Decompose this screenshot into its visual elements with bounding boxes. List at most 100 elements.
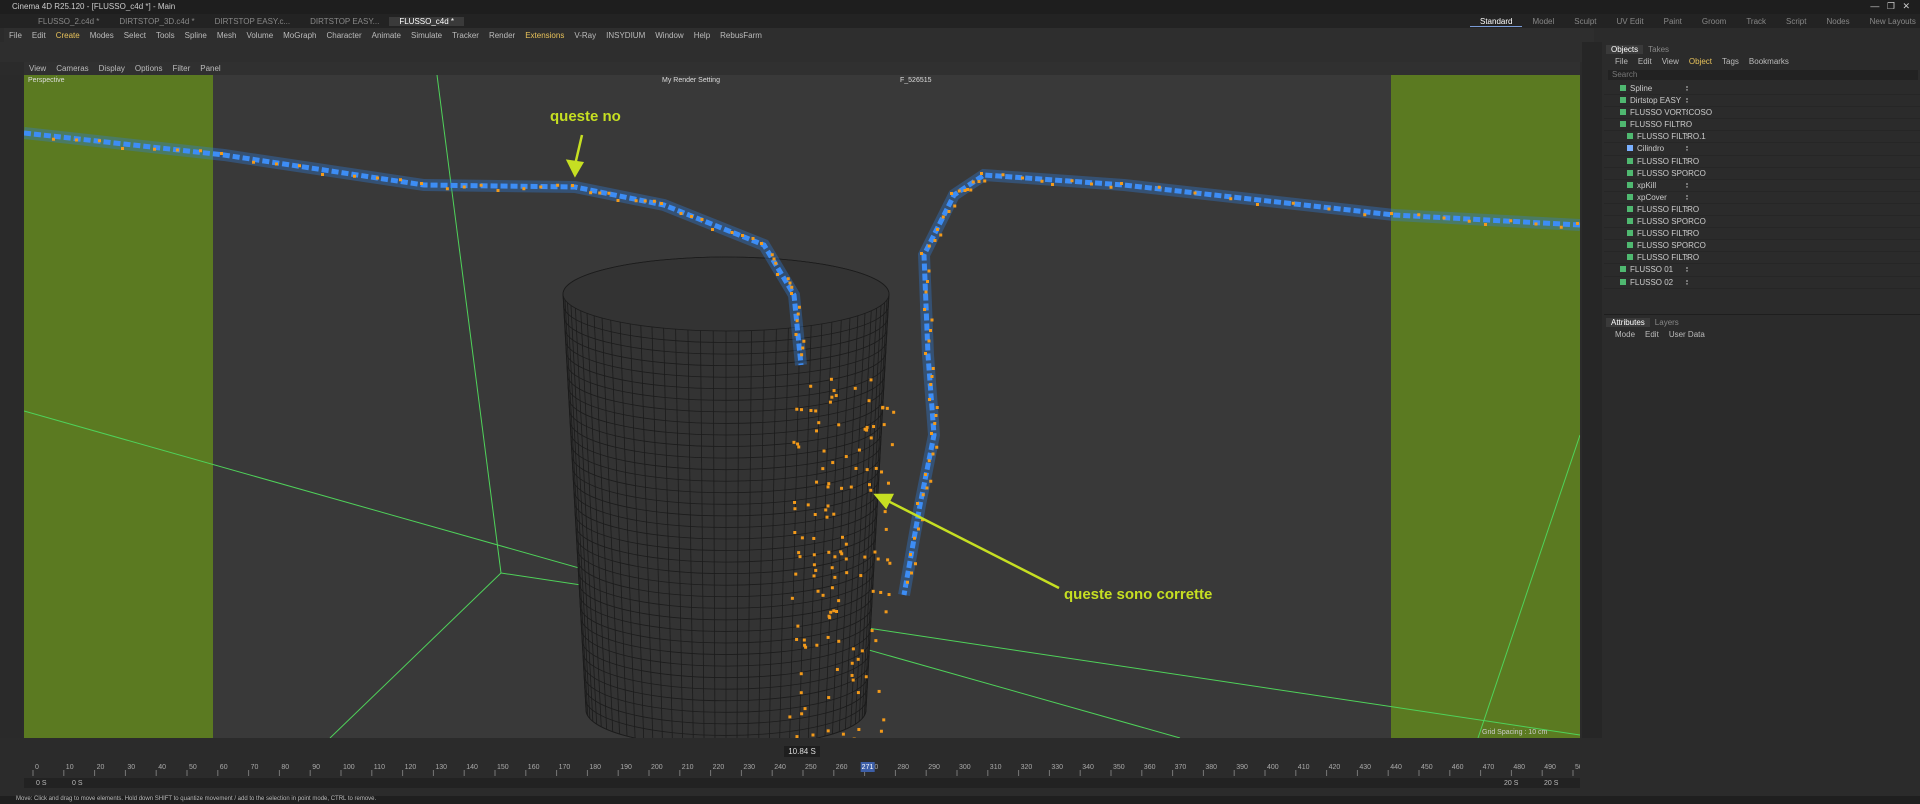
panel-menu-item[interactable]: Tags xyxy=(1722,57,1739,66)
layout-tab[interactable]: Nodes xyxy=(1826,17,1850,26)
object-row[interactable]: FLUSSO FILTRO.1 xyxy=(1604,131,1920,144)
layout-tab[interactable]: Track xyxy=(1746,17,1767,26)
panel-tab[interactable]: Objects xyxy=(1606,45,1644,54)
visibility[interactable] xyxy=(1686,267,1700,273)
viewport[interactable]: Perspective My Render Setting F_526515 G… xyxy=(24,75,1580,738)
visibility[interactable] xyxy=(1686,170,1700,176)
visibility[interactable] xyxy=(1686,134,1700,140)
menu-item[interactable]: Create xyxy=(55,30,80,40)
menu-item[interactable]: RebusFarm xyxy=(720,30,762,40)
viewport-menu-item[interactable]: Filter xyxy=(172,64,191,73)
object-name[interactable]: FLUSSO SPORCO xyxy=(1637,168,1706,178)
time-field[interactable]: 10.84 S xyxy=(784,746,820,757)
menu-item[interactable]: Mesh xyxy=(216,30,237,40)
panel-menu-item[interactable]: Mode xyxy=(1615,330,1636,339)
object-row[interactable]: xpCover xyxy=(1604,192,1920,204)
object-name[interactable]: FLUSSO FILTRO xyxy=(1637,156,1700,166)
panel-menu-item[interactable]: Edit xyxy=(1645,330,1659,339)
object-name[interactable]: FLUSSO SPORCO xyxy=(1637,241,1706,251)
visibility[interactable] xyxy=(1686,86,1700,91)
file-tab[interactable]: DIRTSTOP_3D.c4d * xyxy=(119,17,195,26)
layout-tab[interactable]: Sculpt xyxy=(1574,17,1597,26)
layout-tab[interactable]: Script xyxy=(1786,17,1807,26)
menu-item[interactable]: Select xyxy=(123,30,146,40)
menu-item[interactable]: MoGraph xyxy=(283,30,317,40)
file-tab[interactable]: FLUSSO_c4d * xyxy=(389,17,465,26)
object-name[interactable]: Dirtstop EASY xyxy=(1630,96,1682,106)
visibility[interactable] xyxy=(1686,122,1700,128)
viewport-menu-item[interactable]: Display xyxy=(98,64,125,73)
object-name[interactable]: FLUSSO FILTRO xyxy=(1637,229,1700,239)
menu-item[interactable]: INSYDIUM xyxy=(606,30,646,40)
panel-menu-item[interactable]: Edit xyxy=(1637,57,1652,66)
visibility[interactable] xyxy=(1686,255,1700,261)
menu-item[interactable]: Render xyxy=(488,30,516,40)
object-name[interactable]: xpKill xyxy=(1637,180,1657,190)
object-name[interactable]: FLUSSO FILTRO xyxy=(1637,253,1700,263)
object-name[interactable]: FLUSSO 01 xyxy=(1630,265,1674,275)
layout-tab[interactable]: New Layouts xyxy=(1869,17,1916,26)
object-name[interactable]: FLUSSO SPORCO xyxy=(1637,217,1706,227)
panel-menu-item[interactable]: Object xyxy=(1688,57,1713,66)
viewport-menu-item[interactable]: Cameras xyxy=(56,64,89,73)
viewport-menu-item[interactable]: Panel xyxy=(200,64,221,73)
object-row[interactable]: FLUSSO FILTRO xyxy=(1604,252,1920,265)
menu-item[interactable]: Tracker xyxy=(452,30,479,40)
visibility[interactable] xyxy=(1686,219,1700,225)
object-row[interactable]: FLUSSO SPORCO xyxy=(1604,240,1920,253)
file-tab[interactable]: DIRTSTOP EASY.c... xyxy=(214,17,291,26)
object-row[interactable]: FLUSSO FILTRO xyxy=(1604,156,1920,168)
panel-tab[interactable]: Layers xyxy=(1654,318,1679,327)
menu-item[interactable]: Animate xyxy=(371,30,401,40)
object-name[interactable]: FLUSSO VORTICOSO xyxy=(1630,108,1713,118)
visibility[interactable] xyxy=(1686,206,1700,212)
menu-item[interactable]: Edit xyxy=(31,30,46,40)
visibility[interactable] xyxy=(1686,243,1700,249)
visibility[interactable] xyxy=(1686,231,1700,237)
menu-item[interactable]: Modes xyxy=(89,30,114,40)
object-name[interactable]: FLUSSO FILTRO.1 xyxy=(1637,132,1706,142)
layout-tab[interactable]: Groom xyxy=(1701,17,1727,26)
layout-tab[interactable]: Standard xyxy=(1470,17,1523,27)
window-controls[interactable]: — ❐ ✕ xyxy=(1870,1,1910,11)
object-row[interactable]: FLUSSO 02 xyxy=(1604,277,1920,289)
menu-item[interactable]: File xyxy=(9,30,22,40)
object-name[interactable]: Spline xyxy=(1630,84,1653,93)
object-name[interactable]: FLUSSO FILTRO xyxy=(1630,120,1693,130)
panel-menu-item[interactable]: User Data xyxy=(1668,330,1705,339)
file-tab[interactable]: FLUSSO_2.c4d * xyxy=(38,17,100,26)
visibility[interactable] xyxy=(1686,279,1700,285)
object-row[interactable]: FLUSSO 01 xyxy=(1604,264,1920,277)
panel-menu-item[interactable]: View xyxy=(1661,57,1679,66)
object-row[interactable]: FLUSSO FILTRO xyxy=(1604,204,1920,217)
menu-item[interactable]: Spline xyxy=(184,30,207,40)
file-tab[interactable]: DIRTSTOP EASY... xyxy=(310,17,380,26)
viewport-menu-item[interactable]: Options xyxy=(134,64,163,73)
object-row[interactable]: xpKill xyxy=(1604,180,1920,192)
object-name[interactable]: Cilindro xyxy=(1637,144,1665,154)
visibility[interactable] xyxy=(1686,182,1700,188)
object-name[interactable]: FLUSSO 02 xyxy=(1630,277,1674,287)
menu-item[interactable]: Extensions xyxy=(525,30,565,40)
panel-tab[interactable]: Attributes xyxy=(1606,318,1650,327)
object-row[interactable]: Dirtstop EASY xyxy=(1604,95,1920,108)
object-name[interactable]: FLUSSO FILTRO xyxy=(1637,204,1700,214)
object-row[interactable]: FLUSSO VORTICOSO xyxy=(1604,107,1920,120)
layout-tab[interactable]: Paint xyxy=(1663,17,1682,26)
panel-tab[interactable]: Takes xyxy=(1648,45,1670,54)
menu-item[interactable]: Volume xyxy=(246,30,274,40)
object-row[interactable]: FLUSSO FILTRO xyxy=(1604,119,1920,132)
visibility[interactable] xyxy=(1686,146,1700,152)
menu-item[interactable]: Window xyxy=(655,30,684,40)
visibility[interactable] xyxy=(1686,98,1700,104)
panel-menu-item[interactable]: File xyxy=(1615,57,1628,66)
menu-item[interactable]: Help xyxy=(693,30,711,40)
object-row[interactable]: FLUSSO SPORCO xyxy=(1604,168,1920,180)
object-row[interactable]: Spline xyxy=(1604,83,1920,96)
viewport-menu-item[interactable]: View xyxy=(29,64,47,73)
menu-item[interactable]: V-Ray xyxy=(574,30,597,40)
object-row[interactable]: Cilindro xyxy=(1604,143,1920,156)
visibility[interactable] xyxy=(1686,194,1700,200)
layout-tab[interactable]: UV Edit xyxy=(1616,17,1644,26)
menu-item[interactable]: Character xyxy=(326,30,362,40)
